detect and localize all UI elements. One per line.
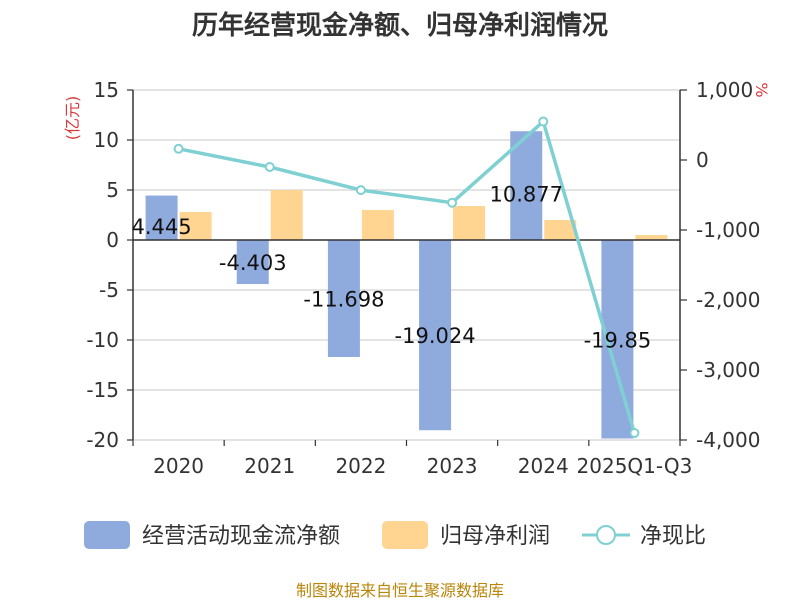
x-tick-label: 2020 — [153, 454, 204, 478]
bar-net-profit — [179, 212, 212, 240]
bar-operating-cash-flow — [510, 131, 543, 240]
legend-label-operating-cash-flow: 经营活动现金流净额 — [142, 524, 340, 549]
data-label: -11.698 — [303, 287, 384, 311]
ratio-line — [178, 119, 637, 434]
legend-swatch-ratio-point — [596, 525, 616, 545]
bar-net-profit — [544, 220, 577, 240]
y-right-tick-label: 1,000 — [696, 78, 753, 102]
legend-label-ratio: 净现比 — [640, 524, 706, 549]
bar-operating-cash-flow — [145, 195, 178, 240]
chart-title: 历年经营现金净额、归母净利润情况 — [192, 10, 608, 41]
data-label: 10.877 — [490, 183, 563, 207]
data-label: -19.024 — [395, 324, 476, 348]
grid-lines — [133, 89, 680, 441]
y-left-tick-label: 0 — [106, 228, 119, 252]
source-note: 制图数据来自恒生聚源数据库 — [296, 581, 504, 600]
y-left-unit-label: (亿元) — [63, 96, 82, 141]
legend-swatch-net-profit — [382, 521, 428, 549]
bar-net-profit — [453, 206, 486, 240]
bar-net-profit — [361, 210, 394, 240]
bar-layer — [145, 131, 668, 439]
y-right-tick-label: -3,000 — [696, 358, 760, 382]
y-right-unit-label: % — [752, 82, 771, 97]
axes: 15 10 5 0 -5 -10 -15 -20 1,000 0 -1,000 -2,000 -3,00… — [86, 78, 760, 478]
y-left-tick-label: 10 — [94, 128, 119, 152]
y-right-tick-label: -4,000 — [696, 428, 760, 452]
legend-label-net-profit: 归母净利润 — [440, 524, 550, 549]
legend-swatch-operating-cash-flow — [84, 521, 130, 549]
x-tick-label: 2024 — [518, 454, 569, 478]
y-right-tick-label: -1,000 — [696, 218, 760, 242]
ratio-point — [355, 185, 366, 196]
y-right-tick-label: 0 — [696, 148, 709, 172]
y-left-tick-label: -15 — [86, 378, 119, 402]
y-right-tick-label: -2,000 — [696, 288, 760, 312]
x-tick-label: 2023 — [427, 454, 478, 478]
bar-operating-cash-flow — [327, 240, 360, 357]
y-left-tick-label: -5 — [99, 278, 119, 302]
x-tick-label: 2025Q1-Q3 — [577, 454, 693, 478]
data-label: -19.85 — [584, 328, 652, 352]
data-label: -4.403 — [219, 251, 287, 275]
ratio-point — [538, 116, 549, 127]
y-left-tick-label: 5 — [106, 178, 119, 202]
ratio-point — [173, 143, 184, 154]
bar-net-profit — [635, 235, 668, 240]
bar-net-profit — [270, 190, 303, 240]
x-tick-label: 2021 — [244, 454, 295, 478]
y-left-tick-label: 15 — [94, 78, 119, 102]
y-left-tick-label: -20 — [86, 428, 119, 452]
legend: 经营活动现金流净额 归母净利润 净现比 — [84, 521, 706, 549]
data-label: 4.445 — [132, 215, 192, 239]
ratio-point — [447, 197, 458, 208]
ratio-point — [264, 162, 275, 172]
bar-operating-cash-flow — [419, 240, 452, 431]
y-left-tick-label: -10 — [86, 328, 119, 352]
bar-operating-cash-flow — [236, 240, 269, 285]
ratio-point — [629, 428, 640, 438]
ratio-line-layer — [173, 116, 640, 438]
x-tick-label: 2022 — [335, 454, 386, 478]
data-label-layer: 4.445 -4.403 -11.698 -19.024 10.877 -19.85 — [132, 183, 652, 353]
